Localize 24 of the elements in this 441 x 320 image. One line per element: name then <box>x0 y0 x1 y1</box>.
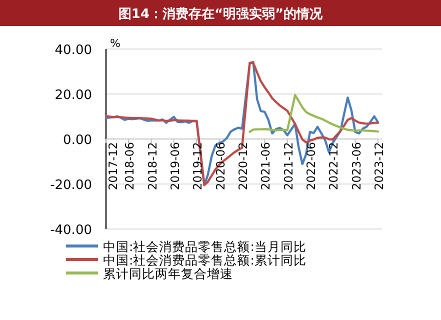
y-tick-label: 20.00 <box>54 88 92 103</box>
y-tick-label: 0.00 <box>63 133 92 148</box>
x-tick-label: 2022-12 <box>326 142 341 190</box>
x-tick-label: 2021-06 <box>258 142 273 190</box>
x-tick-label: 2023-12 <box>372 142 386 190</box>
y-tick-label: 40.00 <box>54 43 92 58</box>
legend-label: 中国:社会消费品零售总额:当月同比 <box>103 239 306 254</box>
legend-label: 中国:社会消费品零售总额:累计同比 <box>103 252 306 268</box>
x-tick-label: 2019-12 <box>190 142 205 190</box>
x-tick-label: 2022-06 <box>304 142 318 190</box>
x-tick-label: 2020-12 <box>236 142 250 190</box>
y-tick-label: -40.00 <box>50 223 92 238</box>
x-tick-label: 2018-12 <box>145 142 160 190</box>
x-tick-label: 2020-06 <box>213 142 228 190</box>
x-tick-label: 2018-06 <box>122 142 137 190</box>
legend-label: 累计同比两年复合增速 <box>103 266 233 281</box>
x-tick-label: 2019-06 <box>168 142 182 190</box>
x-tick-label: 2021-12 <box>281 142 296 190</box>
x-tick-label: 2017-12 <box>106 142 120 190</box>
x-tick-label: 2023-06 <box>349 142 364 190</box>
line-series <box>248 94 380 133</box>
chart-title: 图14：消费存在“明强实弱”的情况 <box>118 6 324 22</box>
y-axis-title: % <box>110 37 120 50</box>
y-tick-label: -20.00 <box>50 178 92 193</box>
